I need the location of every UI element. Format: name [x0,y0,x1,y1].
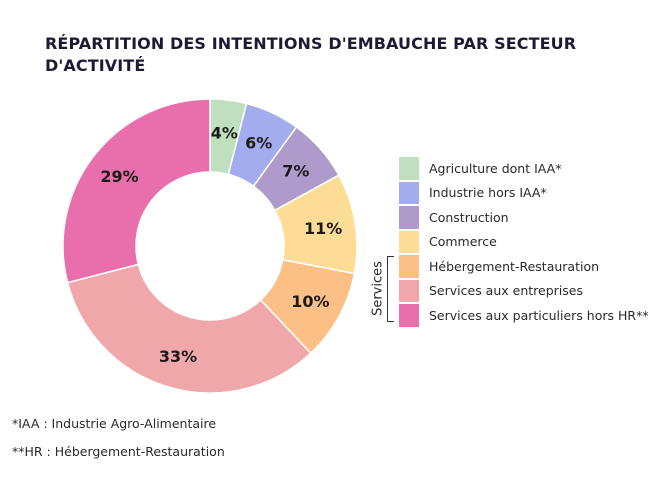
legend-swatch [399,181,419,204]
legend-swatch [399,206,419,229]
slice-label-services-aux-entreprises: 33% [159,347,197,366]
legend-item-agriculture-dont-iaa: Agriculture dont IAA* [399,156,649,181]
legend-swatch [399,255,419,278]
slice-services-aux-particuliers-hors-hr [62,98,211,284]
slice-label-commerce: 11% [304,219,342,238]
legend-label: Services aux particuliers hors HR** [429,307,649,323]
footnote-iaa: *IAA : Industrie Agro-Alimentaire [12,416,217,431]
legend-swatch [399,230,419,253]
slice-label-construction: 7% [282,161,309,180]
slice-label-services-aux-particuliers-hors-hr: 29% [100,167,138,186]
legend-item-construction: Construction [399,205,649,230]
slice-services-aux-entreprises [66,263,312,394]
services-bracket [387,256,394,322]
legend-label: Industrie hors IAA* [429,185,547,201]
slice-label-industrie-hors-iaa: 6% [245,133,272,152]
legend: Agriculture dont IAA* Industrie hors IAA*… [399,156,649,328]
slice-label-hebergement-restauration: 10% [291,292,329,311]
legend-item-commerce: Commerce [399,230,649,255]
legend-label: Hébergement-Restauration [429,258,600,274]
legend-item-services-aux-entreprises: Services aux entreprises [399,279,649,304]
slice-label-agriculture-dont-iaa: 4% [211,123,238,142]
chart-title: RÉPARTITION DES INTENTIONS D'EMBAUCHE PA… [45,33,605,77]
legend-item-hebergement-restauration: Hébergement-Restauration [399,254,649,279]
legend-swatch [399,279,419,302]
legend-label: Commerce [429,234,497,250]
footnote-hr: **HR : Hébergement-Restauration [12,444,225,459]
legend-swatch [399,157,419,180]
services-group-label: Services [370,261,386,316]
legend-item-industrie-hors-iaa: Industrie hors IAA* [399,181,649,206]
legend-swatch [399,304,419,327]
donut-chart: 4% 6% 7% 11% 10% 33% 29% [62,98,358,394]
legend-label: Construction [429,209,509,225]
legend-item-services-aux-particuliers-hors-hr: Services aux particuliers hors HR** [399,303,649,328]
chart-title-line-2: D'ACTIVITÉ [45,56,146,75]
legend-label: Services aux entreprises [429,283,583,299]
chart-title-line-1: RÉPARTITION DES INTENTIONS D'EMBAUCHE PA… [45,34,577,53]
legend-label: Agriculture dont IAA* [429,160,562,176]
